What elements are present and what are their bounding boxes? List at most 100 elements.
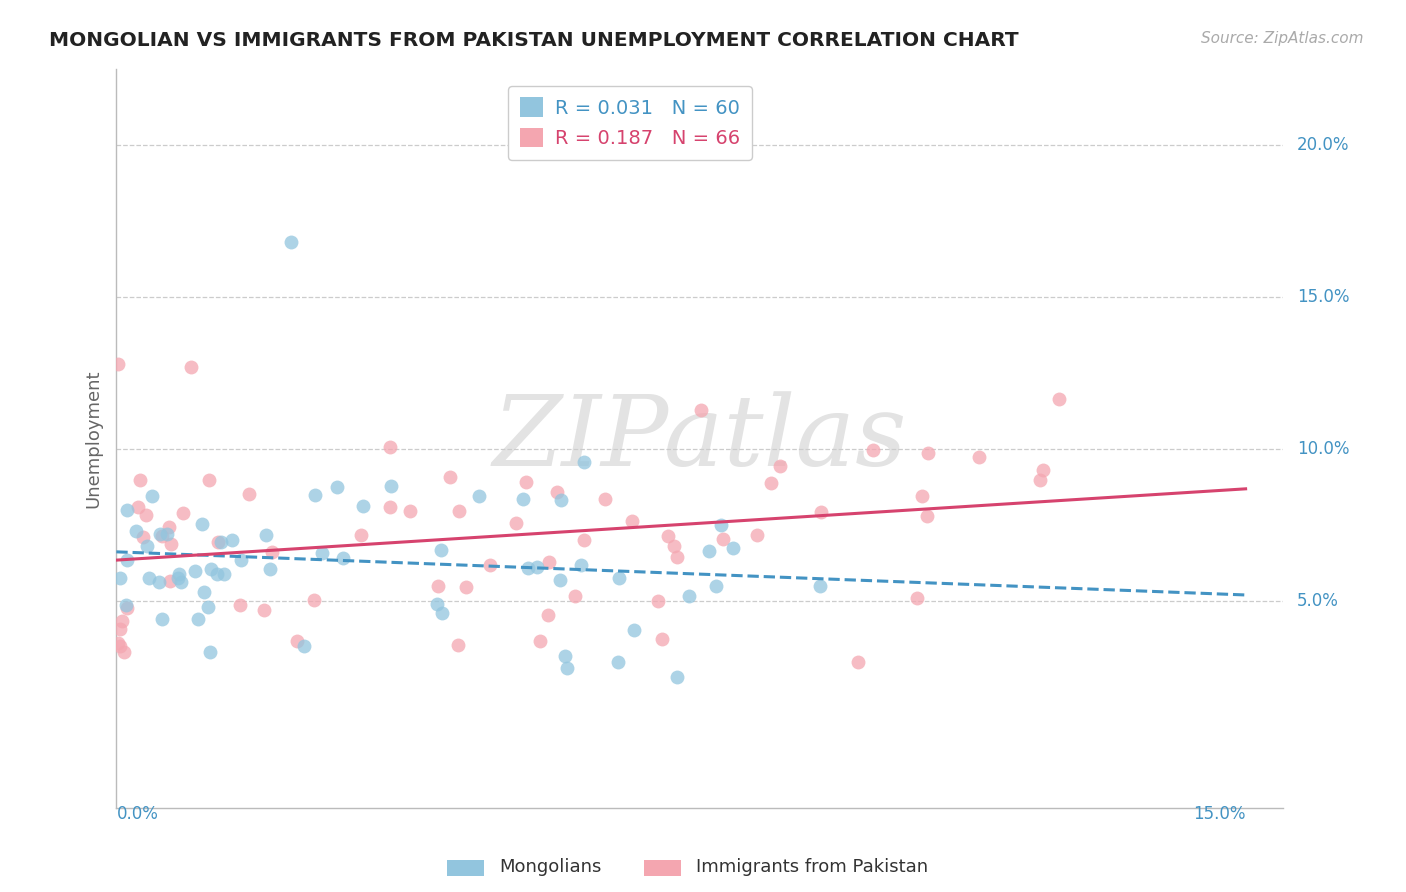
Point xyxy=(537,555,560,569)
Point xyxy=(1029,473,1052,487)
Point xyxy=(108,571,131,585)
Point xyxy=(280,235,302,249)
Point xyxy=(115,503,138,517)
Point xyxy=(378,500,401,515)
Point xyxy=(129,473,152,487)
Point xyxy=(157,519,180,533)
Point xyxy=(159,574,181,588)
Point xyxy=(110,639,132,653)
Point xyxy=(200,562,222,576)
Point xyxy=(135,508,157,522)
Point xyxy=(862,443,884,458)
Point xyxy=(721,541,744,555)
Point xyxy=(191,516,214,531)
Point xyxy=(546,485,568,500)
Point xyxy=(449,503,471,517)
Point xyxy=(426,597,449,611)
Point xyxy=(253,603,276,617)
Point xyxy=(193,584,215,599)
Text: 15.0%: 15.0% xyxy=(1194,805,1246,823)
Point xyxy=(378,440,401,454)
Point xyxy=(430,606,453,620)
Point xyxy=(238,487,260,501)
Point xyxy=(332,550,354,565)
Point xyxy=(651,632,673,647)
Point xyxy=(197,473,219,487)
Point xyxy=(911,489,934,503)
Point xyxy=(917,445,939,459)
Point xyxy=(647,593,669,607)
Point xyxy=(294,639,316,653)
Point xyxy=(125,524,148,539)
Point xyxy=(548,574,571,588)
Point xyxy=(115,553,138,567)
Point xyxy=(180,359,202,374)
Point xyxy=(704,579,727,593)
Text: Source: ZipAtlas.com: Source: ZipAtlas.com xyxy=(1201,31,1364,46)
Legend: R = 0.031   N = 60, R = 0.187   N = 66: R = 0.031 N = 60, R = 0.187 N = 66 xyxy=(508,86,752,160)
Point xyxy=(915,508,938,523)
Point xyxy=(550,492,572,507)
Point xyxy=(569,558,592,573)
Point xyxy=(430,542,453,557)
Text: MONGOLIAN VS IMMIGRANTS FROM PAKISTAN UNEMPLOYMENT CORRELATION CHART: MONGOLIAN VS IMMIGRANTS FROM PAKISTAN UN… xyxy=(49,31,1019,50)
Point xyxy=(160,537,183,551)
Point xyxy=(665,549,688,564)
Point xyxy=(141,489,163,503)
Point xyxy=(555,661,578,675)
Point xyxy=(572,533,595,548)
Point xyxy=(808,579,831,593)
Point xyxy=(769,458,792,473)
Point xyxy=(517,561,540,575)
Text: ZIPatlas: ZIPatlas xyxy=(492,391,907,486)
Point xyxy=(107,636,129,650)
Point xyxy=(747,528,769,542)
Point xyxy=(665,670,688,684)
Point xyxy=(607,571,630,585)
Point xyxy=(810,505,832,519)
Point xyxy=(678,589,700,603)
Point xyxy=(905,591,928,606)
Text: 20.0%: 20.0% xyxy=(1298,136,1350,153)
Point xyxy=(505,516,527,531)
Point xyxy=(221,533,243,547)
Point xyxy=(526,560,548,574)
Point xyxy=(623,624,645,638)
Point xyxy=(380,479,402,493)
Point xyxy=(399,503,422,517)
Point xyxy=(212,567,235,582)
Point xyxy=(593,491,616,506)
Point xyxy=(172,506,194,520)
Text: Unemployment: Unemployment xyxy=(84,369,103,508)
Point xyxy=(657,529,679,543)
Point xyxy=(662,539,685,553)
Point xyxy=(200,645,222,659)
Point xyxy=(697,544,720,558)
Point xyxy=(554,649,576,664)
Point xyxy=(136,539,159,553)
Point xyxy=(287,634,309,648)
Point xyxy=(207,534,229,549)
Point xyxy=(439,470,461,484)
Point xyxy=(427,579,450,593)
Point xyxy=(149,526,172,541)
Point xyxy=(350,527,373,541)
Point xyxy=(183,564,205,578)
Point xyxy=(537,607,560,622)
Point xyxy=(311,546,333,560)
Point xyxy=(606,655,628,669)
Point xyxy=(572,454,595,468)
Point xyxy=(259,562,281,576)
Text: Mongolians: Mongolians xyxy=(499,858,602,876)
Point xyxy=(229,553,252,567)
Point xyxy=(127,500,149,514)
Point xyxy=(1032,463,1054,477)
Point xyxy=(689,403,711,417)
Point xyxy=(107,357,129,371)
Point xyxy=(117,601,139,615)
Point xyxy=(205,566,228,581)
Point xyxy=(132,530,155,544)
Point xyxy=(152,612,174,626)
Point xyxy=(197,599,219,614)
Point xyxy=(304,488,326,502)
